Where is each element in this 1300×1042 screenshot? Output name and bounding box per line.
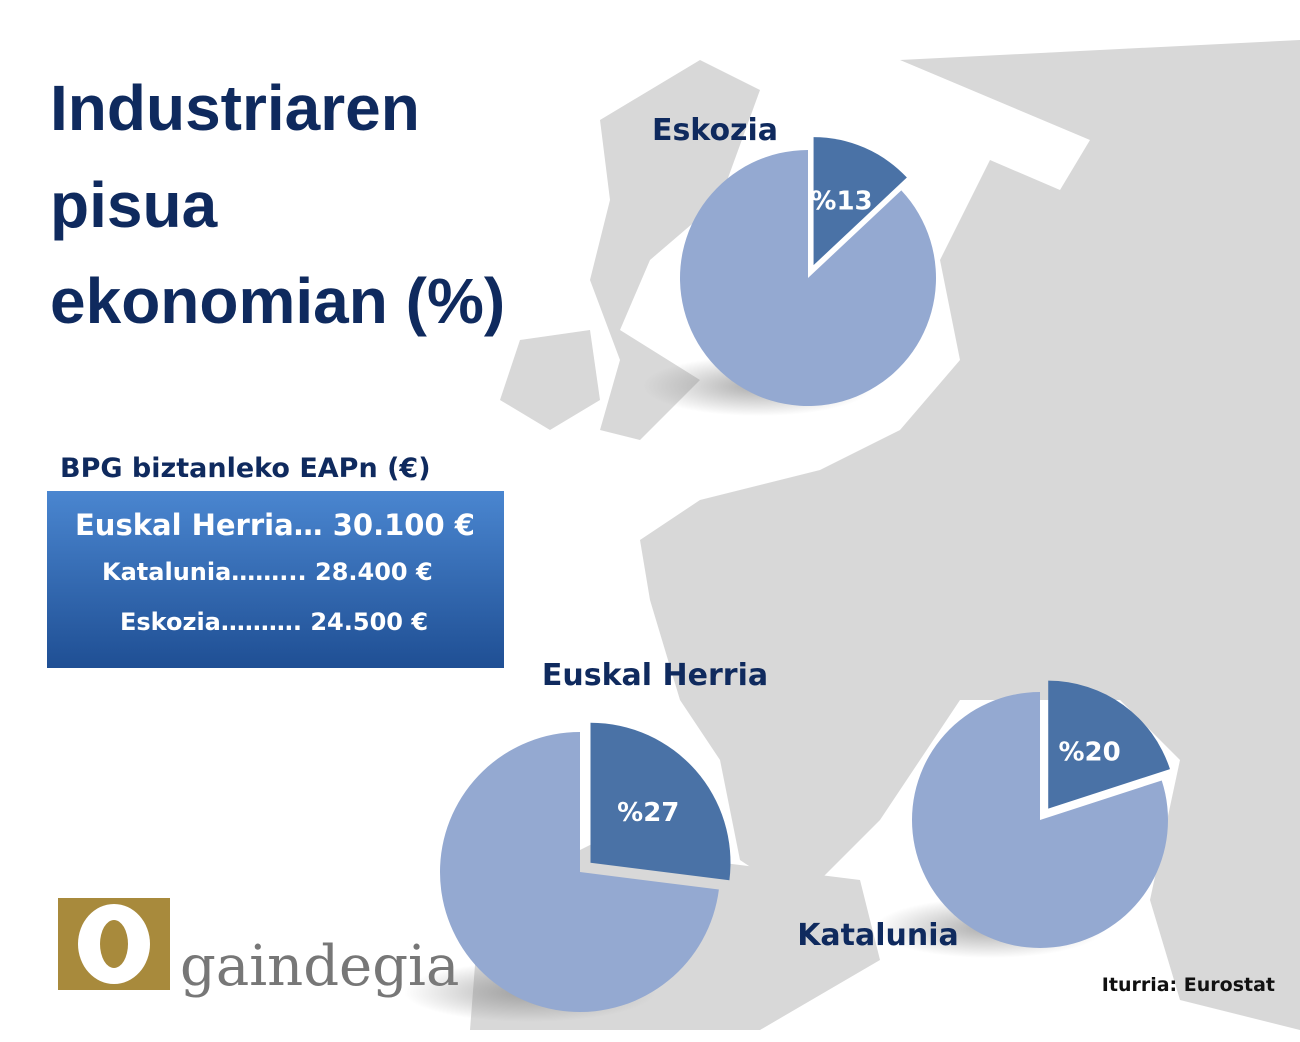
table-title: BPG biztanleko EAPn (€) [60,453,431,484]
table-row: Eskozia………. 24.500 € [120,608,428,636]
pie-slice [813,137,907,266]
table-box [47,491,504,668]
pie-slice [1048,680,1170,809]
value-label: %27 [617,798,679,828]
heading: Industriaren pisua ekonomian (%) [50,72,505,337]
title-line: pisua [50,169,218,241]
value-label: %20 [1058,738,1120,768]
pie-slice [590,722,731,881]
title-line: ekonomian (%) [50,265,505,337]
pie-title: Katalunia [797,918,959,953]
pie-slice [911,692,1168,948]
title-line: Industriaren [50,72,420,144]
pie-title: Eskozia [652,113,778,148]
pie-title: Euskal Herria [542,658,768,693]
table-row: Euskal Herria… 30.100 € [75,508,475,542]
source: Iturria: Eurostat [1102,974,1275,996]
value-label: %13 [810,187,872,217]
table-row: Katalunia……... 28.400 € [102,558,433,586]
logo: gaindegia [58,898,459,999]
pie-slice [679,150,936,407]
pie-slice [440,732,719,1012]
